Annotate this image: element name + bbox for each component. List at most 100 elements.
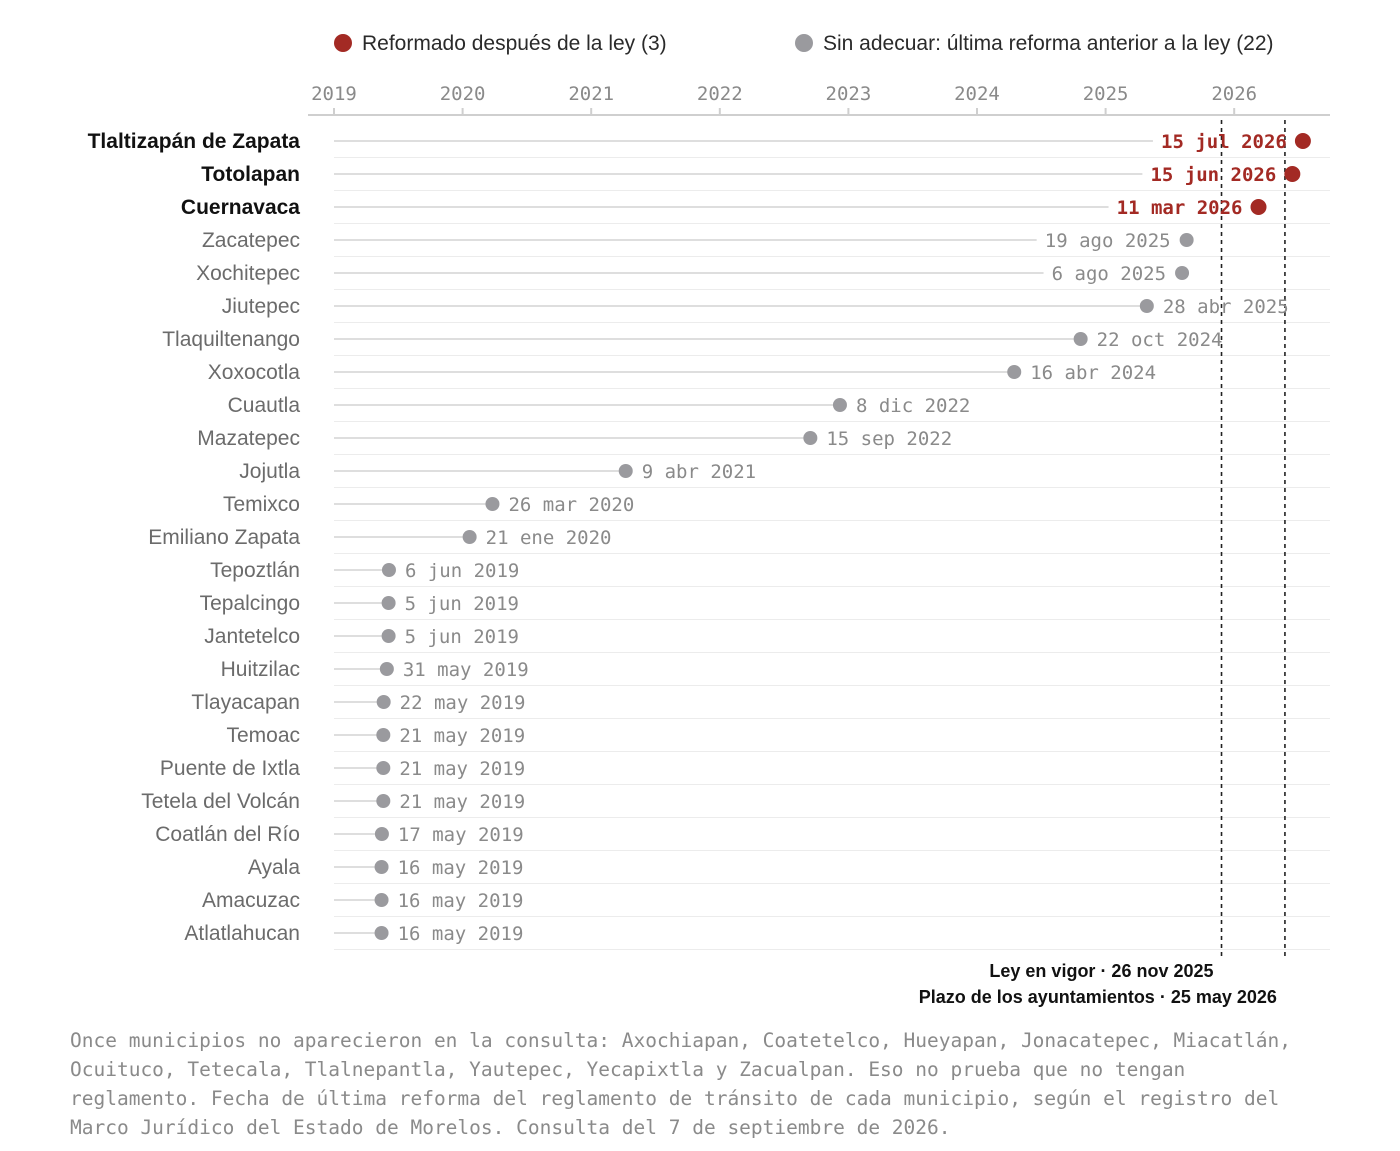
x-tick-label: 2024	[954, 83, 1000, 105]
row: Cuernavaca 11 mar 2026	[181, 196, 1267, 219]
data-point	[462, 530, 477, 544]
date-label: 11 mar 2026	[1117, 197, 1243, 219]
legend-label: Sin adecuar: última reforma anterior a l…	[823, 32, 1274, 55]
date-label: 16 may 2019	[398, 923, 524, 945]
data-point	[1175, 266, 1190, 280]
row-label: Tlayacapan	[191, 691, 300, 714]
row-label: Tlaquiltenango	[162, 328, 300, 351]
row: Tlayacapan 22 may 2019	[191, 691, 525, 714]
legend-dot	[334, 34, 352, 52]
date-label: 6 ago 2025	[1052, 263, 1166, 285]
row: Coatlán del Río 17 may 2019	[155, 823, 524, 846]
data-point	[803, 431, 818, 445]
x-tick-label: 2021	[568, 83, 614, 105]
data-point	[376, 728, 391, 742]
date-label: 17 may 2019	[398, 824, 524, 846]
row: Atlatlahucan 16 may 2019	[184, 922, 523, 945]
date-label: 16 may 2019	[398, 857, 524, 879]
row-label: Cuautla	[228, 394, 301, 417]
date-label: 16 may 2019	[398, 890, 524, 912]
date-label: 21 may 2019	[399, 725, 525, 747]
date-label: 6 jun 2019	[405, 560, 519, 582]
date-label: 15 jun 2026	[1150, 164, 1276, 186]
data-point	[376, 794, 391, 808]
data-point	[374, 827, 389, 841]
data-point	[1250, 199, 1267, 215]
row: Tlaltizapán de Zapata 15 jul 2026	[88, 130, 1311, 153]
row-label: Jantetelco	[204, 625, 300, 648]
x-tick-label: 2022	[697, 83, 743, 105]
row: Zacatepec 19 ago 2025	[202, 229, 1194, 252]
data-point	[1007, 365, 1022, 379]
date-label: 5 jun 2019	[405, 593, 519, 615]
row-label: Temoac	[226, 724, 300, 747]
date-label: 22 oct 2024	[1097, 329, 1223, 351]
row: Tepoztlán 6 jun 2019	[210, 559, 519, 582]
row-label: Totolapan	[201, 163, 300, 186]
row: Tlaquiltenango 22 oct 2024	[162, 328, 1222, 351]
row-label: Jojutla	[239, 460, 300, 483]
row-label: Tetela del Volcán	[141, 790, 300, 813]
row: Totolapan 15 jun 2026	[201, 163, 1301, 186]
row-label: Xoxocotla	[208, 361, 301, 384]
row-label: Zacatepec	[202, 229, 300, 252]
data-point	[1179, 233, 1194, 247]
row: Cuautla 8 dic 2022	[228, 394, 971, 417]
data-point	[374, 893, 389, 907]
row-label: Cuernavaca	[181, 196, 300, 219]
data-point	[374, 860, 389, 874]
row: Tepalcingo 5 jun 2019	[200, 592, 519, 615]
x-axis: 2019 2020 2021 2022 2023 2024 2025 2026	[308, 83, 1330, 116]
date-label: 22 may 2019	[400, 692, 526, 714]
date-label: 15 sep 2022	[826, 428, 952, 450]
row: Jiutepec 28 abr 2025	[222, 295, 1289, 318]
legend: Reformado después de la ley (3) Sin adecu…	[334, 32, 1274, 55]
row-label: Temixco	[223, 493, 300, 516]
x-tick-label: 2023	[826, 83, 872, 105]
row: Huitzilac 31 may 2019	[221, 658, 529, 681]
date-label: 9 abr 2021	[642, 461, 756, 483]
data-point	[374, 926, 389, 940]
row-label: Ayala	[248, 856, 300, 879]
row-label: Tepalcingo	[200, 592, 300, 615]
row: Ayala 16 may 2019	[248, 856, 524, 879]
legend-label: Reformado después de la ley (3)	[362, 32, 667, 55]
date-label: 26 mar 2020	[508, 494, 634, 516]
data-point	[381, 596, 396, 610]
row-label: Amacuzac	[202, 889, 300, 912]
row: Jojutla 9 abr 2021	[239, 460, 756, 483]
date-label: 15 jul 2026	[1161, 131, 1287, 153]
rows: Tlaltizapán de Zapata 15 jul 2026 Totolapa…	[88, 130, 1311, 945]
date-label: 19 ago 2025	[1045, 230, 1171, 252]
row: Xoxocotla 16 abr 2024	[208, 361, 1156, 384]
row: Temixco 26 mar 2020	[223, 493, 634, 516]
date-label: 21 ene 2020	[486, 527, 612, 549]
row-label: Emiliano Zapata	[148, 526, 300, 549]
row-label: Xochitepec	[196, 262, 300, 285]
row: Mazatepec 15 sep 2022	[197, 427, 952, 450]
date-label: 21 may 2019	[399, 791, 525, 813]
x-tick-label: 2019	[311, 83, 357, 105]
data-point	[381, 629, 396, 643]
data-point	[832, 398, 847, 412]
row-label: Huitzilac	[221, 658, 300, 681]
data-point	[1284, 166, 1301, 182]
timeline-chart: Reformado después de la ley (3) Sin adecu…	[88, 32, 1330, 1007]
row-label: Coatlán del Río	[155, 823, 300, 846]
date-label: 5 jun 2019	[405, 626, 519, 648]
date-label: 28 abr 2025	[1163, 296, 1289, 318]
data-point	[381, 563, 396, 577]
date-label: 21 may 2019	[399, 758, 525, 780]
legend-dot	[795, 34, 813, 52]
data-point	[1073, 332, 1088, 346]
reference-lines: Ley en vigor · 26 nov 2025 Plazo de los a…	[919, 120, 1286, 1007]
data-point	[1294, 133, 1311, 149]
row: Emiliano Zapata 21 ene 2020	[148, 526, 611, 549]
reference-label: Plazo de los ayuntamientos · 25 may 2026	[919, 987, 1277, 1007]
date-label: 31 may 2019	[403, 659, 529, 681]
row: Jantetelco 5 jun 2019	[204, 625, 519, 648]
data-point	[618, 464, 633, 478]
x-tick-label: 2025	[1083, 83, 1129, 105]
row: Xochitepec 6 ago 2025	[196, 262, 1190, 285]
footnote: Once municipios no aparecieron en la con…	[70, 1029, 1291, 1139]
